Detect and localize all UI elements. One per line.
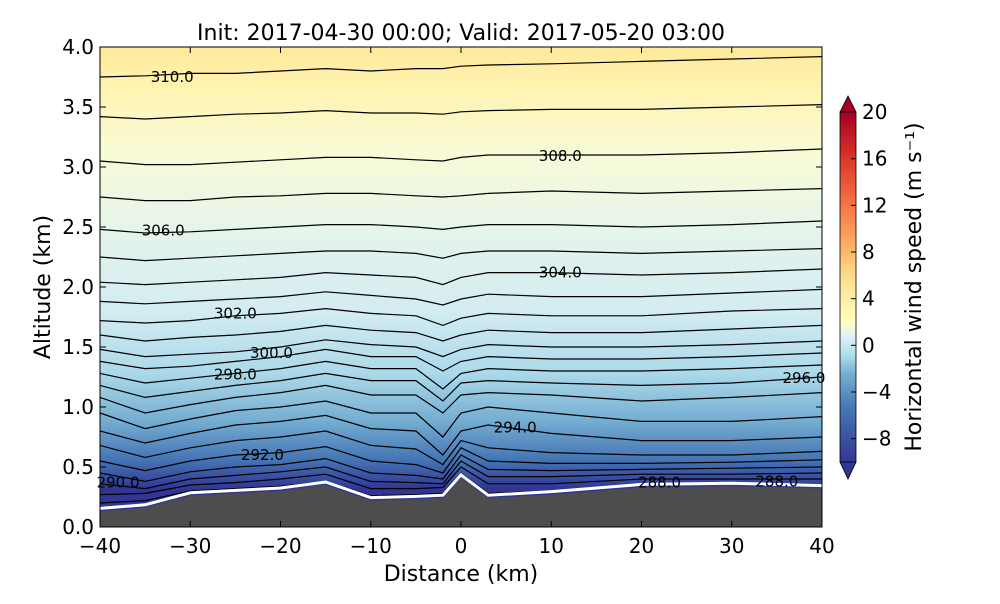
colorbar-tick-label: 8 (862, 240, 875, 264)
x-tick-label: −10 (350, 534, 392, 558)
y-tick-label: 0.5 (62, 455, 94, 479)
y-tick-label: 2.0 (62, 275, 94, 299)
colorbar: −8 −4 0 4 8 12 16 20 Horizontal wind speed (m s… (839, 95, 927, 480)
contour-label: 290.0 (97, 474, 140, 492)
contour-line-296 (100, 384, 822, 414)
y-tick-label: 2.5 (62, 215, 94, 239)
terrain-edge (100, 472, 822, 510)
y-tick-label: 3.0 (62, 155, 94, 179)
terrain (100, 477, 822, 527)
contour-label: 304.0 (539, 264, 582, 282)
contour-line-308 (100, 148, 822, 166)
contour-line-291 (100, 454, 822, 483)
contour-line-309 (100, 104, 822, 120)
y-axis-label: Altitude (km) (31, 215, 56, 359)
x-tick-label: −40 (79, 534, 121, 558)
colorbar-tick-label: 20 (862, 100, 887, 124)
terrain-group (100, 472, 822, 527)
contour-line-298 (100, 360, 822, 390)
contour-line-303 (100, 288, 822, 306)
colorbar-tick-label: −4 (862, 380, 891, 404)
contour-label: 306.0 (142, 222, 185, 240)
contour-label: 288.0 (638, 474, 681, 492)
wind-speed-fill (100, 47, 822, 527)
x-tick-label: −30 (169, 534, 211, 558)
contour-label: 294.0 (494, 418, 537, 436)
colorbar-tick-label: −8 (862, 427, 891, 451)
x-axis-label: Distance (km) (384, 562, 539, 587)
contour-line-310 (100, 56, 822, 78)
x-tick-label: 10 (539, 534, 564, 558)
contour-line-293 (100, 430, 822, 466)
x-tick-label: −20 (259, 534, 301, 558)
colorbar-extend-max (839, 95, 857, 113)
contour-line-302 (100, 307, 822, 327)
contour-line-305 (100, 248, 822, 262)
y-tick-label: 3.5 (62, 95, 94, 119)
colorbar-tick-label: 16 (862, 147, 887, 171)
contour-line-304 (100, 268, 822, 286)
x-axis-ticks: −40 −30 −20 −10 0 10 20 30 40 (79, 47, 835, 558)
contour-label: 298.0 (214, 366, 257, 384)
contour-line-300 (100, 339, 822, 358)
colorbar-bar (839, 111, 857, 463)
contour-line-307 (100, 188, 822, 202)
y-tick-label: 0.0 (62, 515, 94, 539)
x-tick-label: 20 (629, 534, 654, 558)
x-tick-label: 30 (719, 534, 744, 558)
x-tick-label: 40 (809, 534, 834, 558)
contour-label: 302.0 (214, 304, 257, 322)
contour-line-295 (100, 400, 822, 438)
contour-label: 288.0 (755, 472, 798, 490)
contour-line-294 (100, 414, 822, 456)
contour-label: 310.0 (151, 68, 194, 86)
y-tick-label: 1.5 (62, 335, 94, 359)
x-tick-label: 0 (455, 534, 468, 558)
contour-label: 308.0 (539, 147, 582, 165)
contour-label: 296.0 (782, 369, 825, 387)
contour-line-297 (100, 372, 822, 402)
contour-labels: 310.0 308.0 306.0 304.0 302.0 300.0 298.0 296.0… (97, 68, 826, 492)
contour-line-299 (100, 348, 822, 372)
colorbar-extend-min (839, 461, 857, 480)
contour-line-289 (100, 466, 822, 496)
contour-line-292 (100, 445, 822, 474)
contour-label: 300.0 (250, 344, 293, 362)
colorbar-label: Horizontal wind speed (m s⁻¹) (902, 122, 927, 451)
chart-title: Init: 2017-04-30 00:00; Valid: 2017-05-2… (197, 21, 725, 46)
colorbar-tick-label: 0 (862, 333, 875, 357)
y-tick-label: 1.0 (62, 395, 94, 419)
contour-line-301 (100, 324, 822, 342)
colorbar-tick-label: 4 (862, 287, 875, 311)
colorbar-tick-label: 12 (862, 193, 887, 217)
isentrope-contours (100, 56, 822, 504)
y-tick-label: 4.0 (62, 35, 94, 59)
colorbar-ticks: −8 −4 0 4 8 12 16 20 (851, 100, 891, 451)
contour-line-306 (100, 220, 822, 234)
contour-label: 292.0 (241, 446, 284, 464)
y-axis-ticks: 0.0 0.5 1.0 1.5 2.0 2.5 3.0 3.5 4.0 (62, 35, 822, 539)
contour-line-290 (100, 460, 822, 490)
